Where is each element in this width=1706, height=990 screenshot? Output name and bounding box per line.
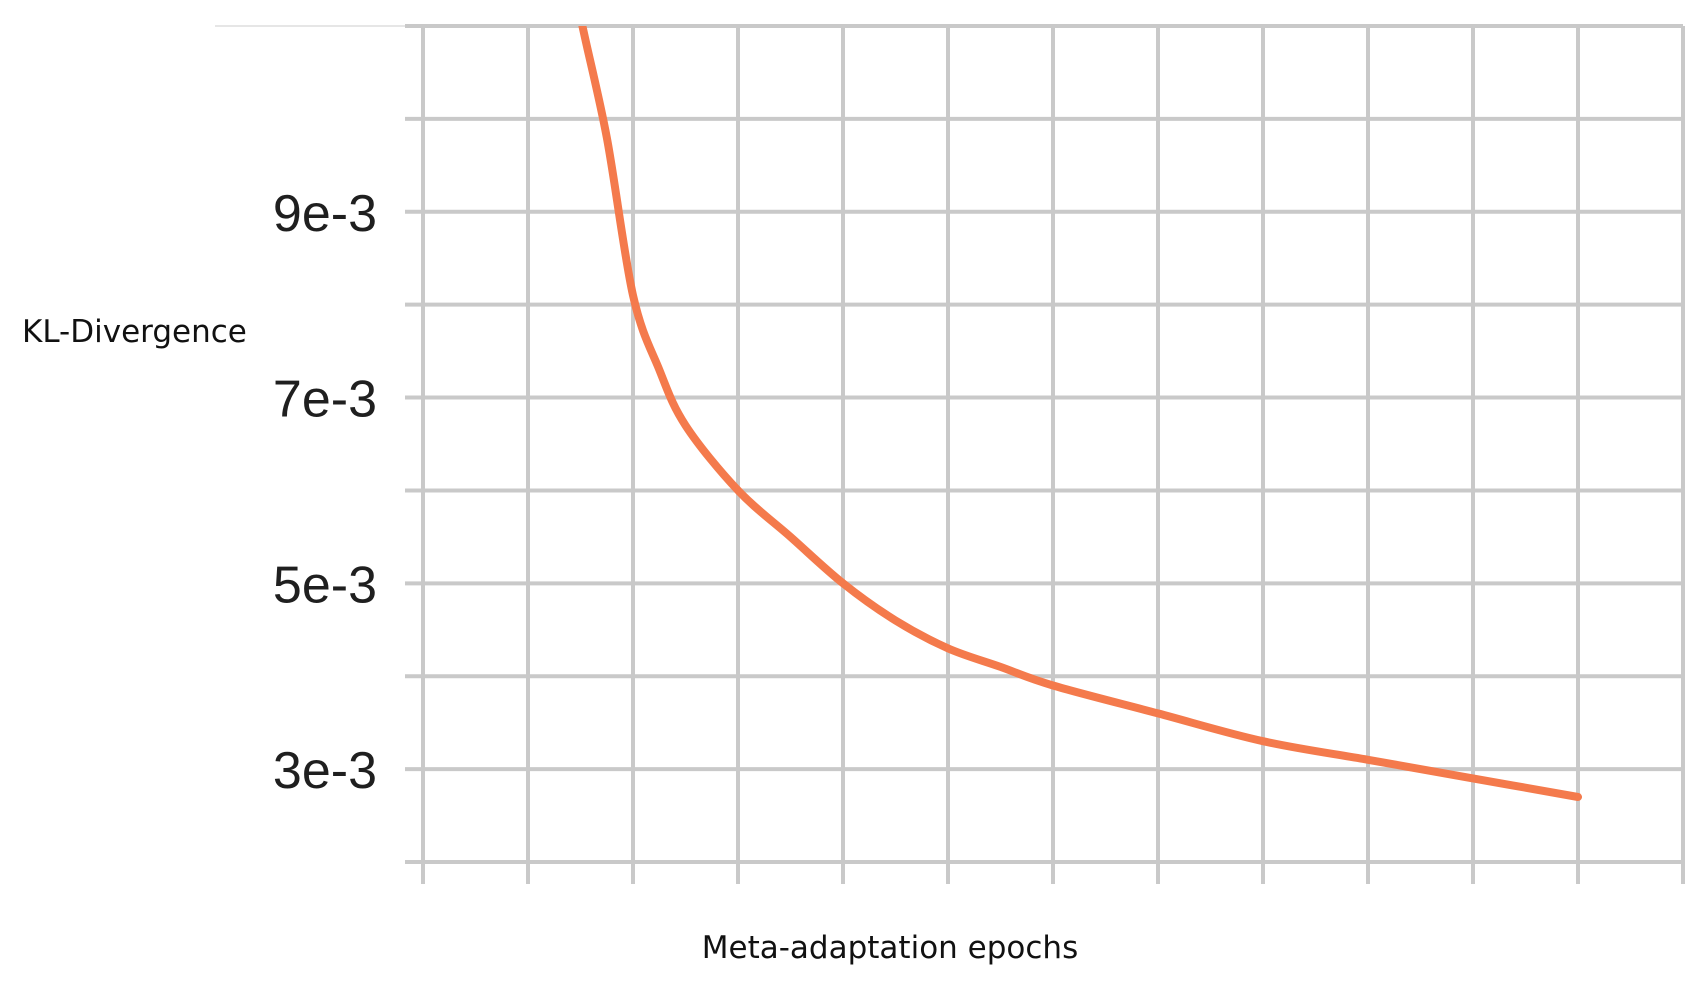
chart-series <box>578 26 1582 801</box>
y-tick-label: 7e-3 <box>273 371 377 429</box>
y-axis-title: KL-Divergence <box>22 314 247 350</box>
y-tick-label: 9e-3 <box>273 185 377 243</box>
chart-axes <box>405 26 1683 884</box>
y-tick-label: 5e-3 <box>273 556 377 614</box>
chart-grid <box>215 24 1685 884</box>
kl-divergence-line <box>578 26 1582 801</box>
x-axis-title: Meta-adaptation epochs <box>702 930 1078 966</box>
chart-labels: 3e-3 5e-3 7e-3 9e-3 KL-Divergence Meta-adapta… <box>22 185 1078 966</box>
y-tick-label: 3e-3 <box>273 742 377 800</box>
